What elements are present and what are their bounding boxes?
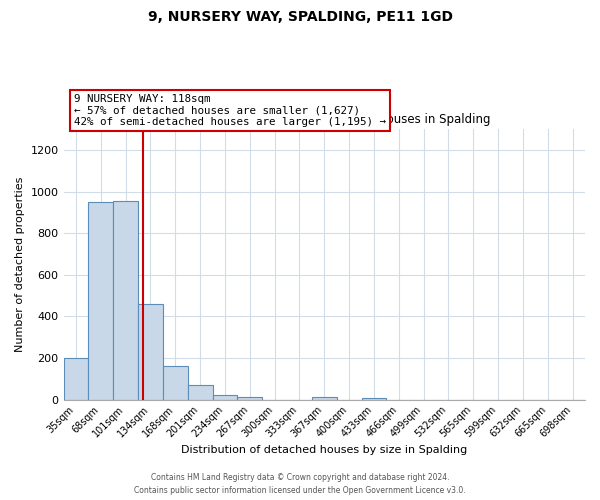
Bar xyxy=(163,366,188,400)
Bar xyxy=(212,395,238,400)
Text: Contains HM Land Registry data © Crown copyright and database right 2024.
Contai: Contains HM Land Registry data © Crown c… xyxy=(134,474,466,495)
Bar xyxy=(64,358,88,400)
Bar xyxy=(88,202,113,400)
Bar xyxy=(138,304,163,400)
Bar xyxy=(362,398,386,400)
Title: Size of property relative to detached houses in Spalding: Size of property relative to detached ho… xyxy=(158,114,491,126)
Bar xyxy=(113,201,138,400)
X-axis label: Distribution of detached houses by size in Spalding: Distribution of detached houses by size … xyxy=(181,445,467,455)
Bar xyxy=(312,397,337,400)
Bar xyxy=(188,385,212,400)
Y-axis label: Number of detached properties: Number of detached properties xyxy=(15,176,25,352)
Text: 9, NURSERY WAY, SPALDING, PE11 1GD: 9, NURSERY WAY, SPALDING, PE11 1GD xyxy=(148,10,452,24)
Text: 9 NURSERY WAY: 118sqm
← 57% of detached houses are smaller (1,627)
42% of semi-d: 9 NURSERY WAY: 118sqm ← 57% of detached … xyxy=(74,94,386,127)
Bar xyxy=(238,396,262,400)
